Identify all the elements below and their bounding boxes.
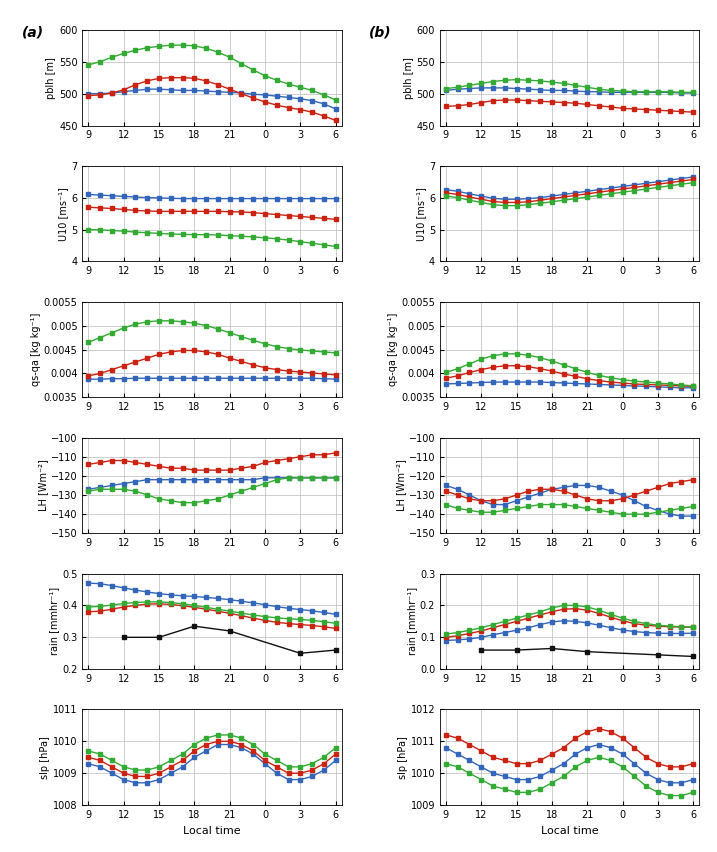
- Y-axis label: pblh [m]: pblh [m]: [46, 57, 56, 99]
- Y-axis label: slp [hPa]: slp [hPa]: [40, 736, 50, 779]
- X-axis label: Local time: Local time: [541, 826, 599, 836]
- Y-axis label: rain [mmhr⁻¹]: rain [mmhr⁻¹]: [49, 587, 60, 655]
- Y-axis label: slp [hPa]: slp [hPa]: [398, 736, 408, 779]
- Y-axis label: pblh [m]: pblh [m]: [404, 57, 414, 99]
- Y-axis label: rain [mmhr⁻¹]: rain [mmhr⁻¹]: [407, 587, 417, 655]
- Y-axis label: U10 [ms⁻¹]: U10 [ms⁻¹]: [59, 187, 69, 240]
- X-axis label: Local time: Local time: [183, 826, 241, 836]
- Text: (a): (a): [22, 26, 44, 39]
- Y-axis label: LH [Wm⁻²]: LH [Wm⁻²]: [38, 459, 48, 511]
- Y-axis label: LH [Wm⁻²]: LH [Wm⁻²]: [396, 459, 406, 511]
- Y-axis label: U10 [ms⁻¹]: U10 [ms⁻¹]: [416, 187, 426, 240]
- Y-axis label: qs-qa [kg kg⁻¹]: qs-qa [kg kg⁻¹]: [389, 313, 399, 386]
- Text: (b): (b): [369, 26, 392, 39]
- Y-axis label: qs-qa [kg kg⁻¹]: qs-qa [kg kg⁻¹]: [31, 313, 41, 386]
